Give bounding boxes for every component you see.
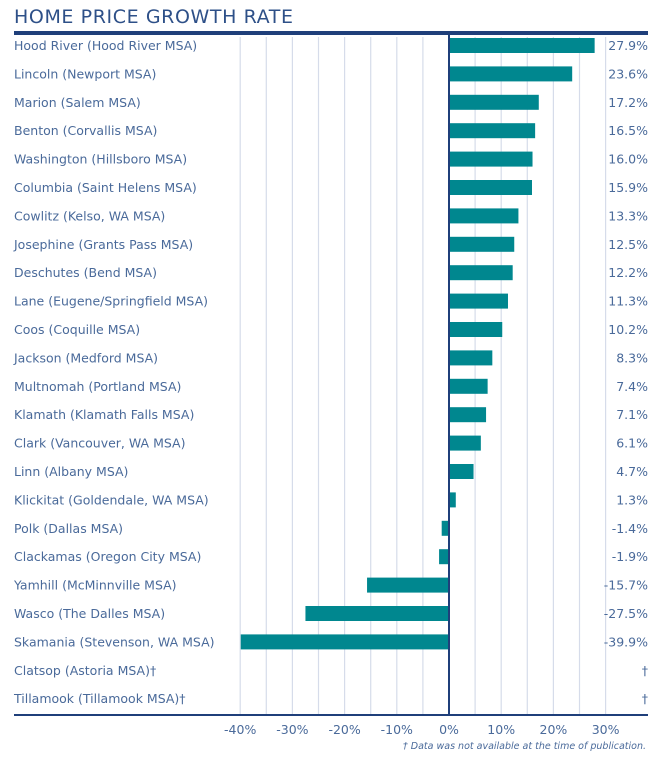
- footnote: † Data was not available at the time of …: [403, 741, 646, 752]
- bar: [449, 94, 539, 110]
- value-label: -39.9%: [604, 634, 648, 649]
- x-tick-label: 20%: [540, 722, 568, 737]
- bars: [240, 38, 595, 650]
- category-label: Multnomah (Portland MSA): [14, 379, 181, 394]
- value-label: 16.5%: [608, 123, 648, 138]
- x-tick-labels: -40% -30% -20% -10% 0% 10% 20% 30%: [224, 722, 620, 737]
- category-label: Coos (Coquille MSA): [14, 322, 140, 337]
- category-label: Lane (Eugene/Springfield MSA): [14, 294, 208, 309]
- value-label: -15.7%: [604, 578, 648, 593]
- category-label: Yamhill (McMinnville MSA): [13, 578, 177, 593]
- category-labels: Hood River (Hood River MSA) Lincoln (Newp…: [13, 38, 215, 706]
- value-label: -1.9%: [612, 549, 648, 564]
- bar: [449, 464, 474, 479]
- category-label: Clackamas (Oregon City MSA): [14, 549, 201, 564]
- chart-title: HOME PRICE GROWTH RATE: [14, 6, 294, 28]
- bar-chart: Hood River (Hood River MSA) Lincoln (Newp…: [13, 31, 648, 737]
- category-label: Lincoln (Newport MSA): [14, 66, 156, 81]
- value-label: 7.1%: [616, 407, 648, 422]
- category-label: Tillamook (Tillamook MSA)†: [13, 691, 186, 706]
- bar: [449, 265, 513, 281]
- category-label: Klamath (Klamath Falls MSA): [14, 407, 194, 422]
- category-label: Clark (Vancouver, WA MSA): [14, 436, 185, 451]
- category-label: Benton (Corvallis MSA): [14, 123, 157, 138]
- bar: [449, 66, 573, 82]
- bar: [367, 577, 449, 593]
- value-label: 15.9%: [608, 180, 648, 195]
- category-label: Linn (Albany MSA): [14, 464, 128, 479]
- bar: [449, 322, 503, 337]
- bar: [449, 236, 515, 252]
- category-label: Deschutes (Bend MSA): [14, 265, 157, 280]
- value-label: 1.3%: [616, 492, 648, 507]
- value-label: †: [642, 663, 648, 678]
- bar: [449, 407, 487, 423]
- bar: [449, 123, 536, 139]
- category-label: Polk (Dallas MSA): [14, 521, 123, 536]
- bar: [449, 38, 595, 53]
- value-label: †: [642, 691, 648, 706]
- value-label: 23.6%: [608, 66, 648, 81]
- value-label: 7.4%: [616, 379, 648, 394]
- bar: [449, 350, 493, 366]
- bar: [449, 378, 488, 394]
- x-tick-label: -10%: [381, 722, 413, 737]
- bar: [449, 293, 508, 309]
- x-tick-label: -30%: [276, 722, 308, 737]
- category-label: Columbia (Saint Helens MSA): [14, 180, 197, 195]
- bar: [449, 180, 532, 195]
- axes: [14, 31, 648, 716]
- value-labels: 27.9% 23.6% 17.2% 16.5% 16.0% 15.9% 13.3% 12.5%…: [604, 38, 648, 706]
- value-label: 10.2%: [608, 322, 648, 337]
- category-label: Clatsop (Astoria MSA)†: [14, 663, 156, 678]
- x-tick-label: -40%: [224, 722, 256, 737]
- category-label: Washington (Hillsboro MSA): [14, 152, 187, 167]
- value-label: 16.0%: [608, 152, 648, 167]
- bar: [449, 151, 533, 167]
- value-label: 4.7%: [616, 464, 648, 479]
- value-label: 12.2%: [608, 265, 648, 280]
- category-label: Skamania (Stevenson, WA MSA): [14, 634, 215, 649]
- value-label: 6.1%: [616, 436, 648, 451]
- category-label: Cowlitz (Kelso, WA MSA): [14, 208, 165, 223]
- gridlines: [239, 37, 607, 715]
- bar: [449, 208, 519, 224]
- bar: [305, 606, 449, 621]
- category-label: Marion (Salem MSA): [14, 95, 141, 110]
- category-label: Wasco (The Dalles MSA): [14, 606, 165, 621]
- bar: [240, 634, 449, 650]
- value-label: -1.4%: [612, 521, 648, 536]
- x-tick-label: 0%: [439, 722, 459, 737]
- x-tick-label: 30%: [592, 722, 620, 737]
- bar: [439, 549, 449, 565]
- x-tick-label: 10%: [487, 722, 515, 737]
- bar: [449, 435, 481, 451]
- x-tick-label: -20%: [328, 722, 360, 737]
- category-label: Josephine (Grants Pass MSA): [13, 237, 193, 252]
- value-label: 12.5%: [608, 237, 648, 252]
- category-label: Klickitat (Goldendale, WA MSA): [14, 492, 209, 507]
- bar: [449, 492, 456, 508]
- category-label: Jackson (Medford MSA): [13, 350, 158, 365]
- value-label: 27.9%: [608, 38, 648, 53]
- value-label: 11.3%: [608, 294, 648, 309]
- value-label: 13.3%: [608, 208, 648, 223]
- bar: [441, 520, 449, 536]
- value-label: -27.5%: [604, 606, 648, 621]
- value-label: 8.3%: [616, 350, 648, 365]
- category-label: Hood River (Hood River MSA): [14, 38, 197, 53]
- value-label: 17.2%: [608, 95, 648, 110]
